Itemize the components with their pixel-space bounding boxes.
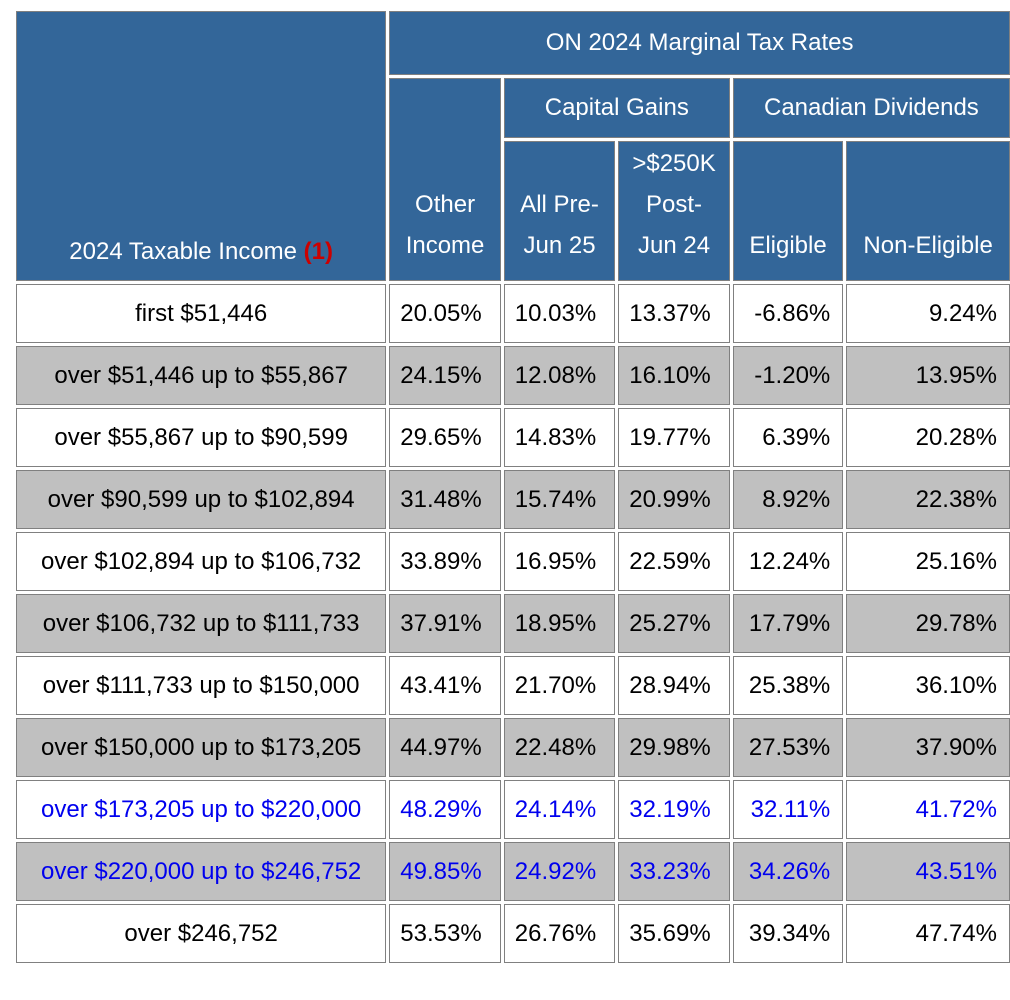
cg-250k-post-header: >$250K Post- Jun 24 <box>618 141 730 281</box>
income-cell: over $111,733 up to $150,000 <box>16 656 387 715</box>
cg-250k-post-line1: >$250K <box>632 150 716 177</box>
income-header-label: 2024 Taxable Income <box>69 238 297 265</box>
other-income-rate-cell: 53.53% <box>389 904 501 963</box>
eligible-rate-cell: 25.38% <box>732 656 844 715</box>
cg-all-pre-rate-cell: 21.70% <box>503 656 616 715</box>
cg-all-pre-line2: Jun 25 <box>523 232 596 259</box>
income-cell: over $90,599 up to $102,894 <box>16 470 387 529</box>
table-row: over $102,894 up to $106,732 33.89% 16.95%… <box>16 532 1010 591</box>
cg-250k-post-rate-cell: 20.99% <box>618 470 730 529</box>
cg-all-pre-line1: All Pre- <box>520 191 599 218</box>
table-title: ON 2024 Marginal Tax Rates <box>389 11 1010 75</box>
eligible-rate-cell: 27.53% <box>732 718 844 777</box>
tax-rates-table: 2024 Taxable Income (1) ON 2024 Marginal… <box>13 8 1010 966</box>
other-income-header-line2: Income <box>405 232 485 259</box>
non-eligible-rate-cell: 43.51% <box>846 842 1010 901</box>
cg-all-pre-rate-cell: 12.08% <box>503 346 616 405</box>
cg-250k-post-rate-cell: 19.77% <box>618 408 730 467</box>
income-cell: over $246,752 <box>16 904 387 963</box>
non-eligible-rate-cell: 37.90% <box>846 718 1010 777</box>
cg-250k-post-rate-cell: 35.69% <box>618 904 730 963</box>
cg-all-pre-rate-cell: 16.95% <box>503 532 616 591</box>
other-income-rate-cell: 37.91% <box>389 594 501 653</box>
eligible-rate-cell: -6.86% <box>732 284 844 343</box>
income-column-header: 2024 Taxable Income (1) <box>16 11 387 281</box>
non-eligible-rate-cell: 29.78% <box>846 594 1010 653</box>
cg-250k-post-rate-cell: 16.10% <box>618 346 730 405</box>
table-row: over $111,733 up to $150,000 43.41% 21.70%… <box>16 656 1010 715</box>
income-cell: over $55,867 up to $90,599 <box>16 408 387 467</box>
other-income-rate-cell: 24.15% <box>389 346 501 405</box>
cg-all-pre-rate-cell: 10.03% <box>503 284 616 343</box>
non-eligible-rate-cell: 9.24% <box>846 284 1010 343</box>
cg-all-pre-rate-cell: 22.48% <box>503 718 616 777</box>
cg-250k-post-rate-cell: 25.27% <box>618 594 730 653</box>
capital-gains-group-header: Capital Gains <box>503 78 730 138</box>
cg-all-pre-rate-cell: 24.92% <box>503 842 616 901</box>
table-row: over $150,000 up to $173,205 44.97% 22.48%… <box>16 718 1010 777</box>
table-row: over $220,000 up to $246,752 49.85% 24.92%… <box>16 842 1010 901</box>
table-row: over $106,732 up to $111,733 37.91% 18.95%… <box>16 594 1010 653</box>
eligible-rate-cell: 8.92% <box>732 470 844 529</box>
non-eligible-header: Non-Eligible <box>846 141 1010 281</box>
eligible-rate-cell: 34.26% <box>732 842 844 901</box>
cg-250k-post-rate-cell: 29.98% <box>618 718 730 777</box>
cg-250k-post-line3: Jun 24 <box>638 232 711 259</box>
cg-all-pre-rate-cell: 14.83% <box>503 408 616 467</box>
cg-250k-post-rate-cell: 32.19% <box>618 780 730 839</box>
income-cell: over $51,446 up to $55,867 <box>16 346 387 405</box>
other-income-rate-cell: 20.05% <box>389 284 501 343</box>
other-income-rate-cell: 48.29% <box>389 780 501 839</box>
cg-all-pre-rate-cell: 26.76% <box>503 904 616 963</box>
eligible-header: Eligible <box>732 141 844 281</box>
other-income-rate-cell: 29.65% <box>389 408 501 467</box>
canadian-dividends-group-header: Canadian Dividends <box>732 78 1010 138</box>
tax-rates-table-container: 2024 Taxable Income (1) ON 2024 Marginal… <box>13 8 1010 966</box>
cg-all-pre-rate-cell: 15.74% <box>503 470 616 529</box>
table-row: over $55,867 up to $90,599 29.65% 14.83% 19… <box>16 408 1010 467</box>
non-eligible-rate-cell: 36.10% <box>846 656 1010 715</box>
income-cell: over $106,732 up to $111,733 <box>16 594 387 653</box>
table-row: first $51,446 20.05% 10.03% 13.37% -6.86% 9.2… <box>16 284 1010 343</box>
other-income-header-line1: Other <box>415 191 476 218</box>
non-eligible-rate-cell: 47.74% <box>846 904 1010 963</box>
non-eligible-rate-cell: 20.28% <box>846 408 1010 467</box>
eligible-rate-cell: 6.39% <box>732 408 844 467</box>
cg-250k-post-rate-cell: 33.23% <box>618 842 730 901</box>
cg-all-pre-rate-cell: 18.95% <box>503 594 616 653</box>
income-cell: over $102,894 up to $106,732 <box>16 532 387 591</box>
table-row: over $173,205 up to $220,000 48.29% 24.14%… <box>16 780 1010 839</box>
table-row: over $51,446 up to $55,867 24.15% 12.08% 16… <box>16 346 1010 405</box>
cg-250k-post-rate-cell: 22.59% <box>618 532 730 591</box>
eligible-rate-cell: 12.24% <box>732 532 844 591</box>
non-eligible-rate-cell: 13.95% <box>846 346 1010 405</box>
cg-all-pre-header: All Pre- Jun 25 <box>503 141 616 281</box>
eligible-rate-cell: -1.20% <box>732 346 844 405</box>
cg-250k-post-rate-cell: 13.37% <box>618 284 730 343</box>
cg-250k-post-line2: Post- <box>646 191 703 218</box>
non-eligible-rate-cell: 25.16% <box>846 532 1010 591</box>
other-income-rate-cell: 33.89% <box>389 532 501 591</box>
income-cell: first $51,446 <box>16 284 387 343</box>
table-body: first $51,446 20.05% 10.03% 13.37% -6.86% 9.2… <box>16 284 1010 963</box>
eligible-rate-cell: 39.34% <box>732 904 844 963</box>
table-row: over $90,599 up to $102,894 31.48% 15.74% 2… <box>16 470 1010 529</box>
non-eligible-rate-cell: 22.38% <box>846 470 1010 529</box>
income-cell: over $220,000 up to $246,752 <box>16 842 387 901</box>
eligible-rate-cell: 32.11% <box>732 780 844 839</box>
table-row: over $246,752 53.53% 26.76% 35.69% 39.34% 47.… <box>16 904 1010 963</box>
other-income-rate-cell: 49.85% <box>389 842 501 901</box>
other-income-rate-cell: 31.48% <box>389 470 501 529</box>
other-income-rate-cell: 44.97% <box>389 718 501 777</box>
other-income-rate-cell: 43.41% <box>389 656 501 715</box>
income-cell: over $173,205 up to $220,000 <box>16 780 387 839</box>
other-income-header: Other Income <box>389 78 501 281</box>
non-eligible-rate-cell: 41.72% <box>846 780 1010 839</box>
eligible-rate-cell: 17.79% <box>732 594 844 653</box>
income-cell: over $150,000 up to $173,205 <box>16 718 387 777</box>
cg-all-pre-rate-cell: 24.14% <box>503 780 616 839</box>
cg-250k-post-rate-cell: 28.94% <box>618 656 730 715</box>
footnote-1-link[interactable]: (1) <box>303 238 334 265</box>
